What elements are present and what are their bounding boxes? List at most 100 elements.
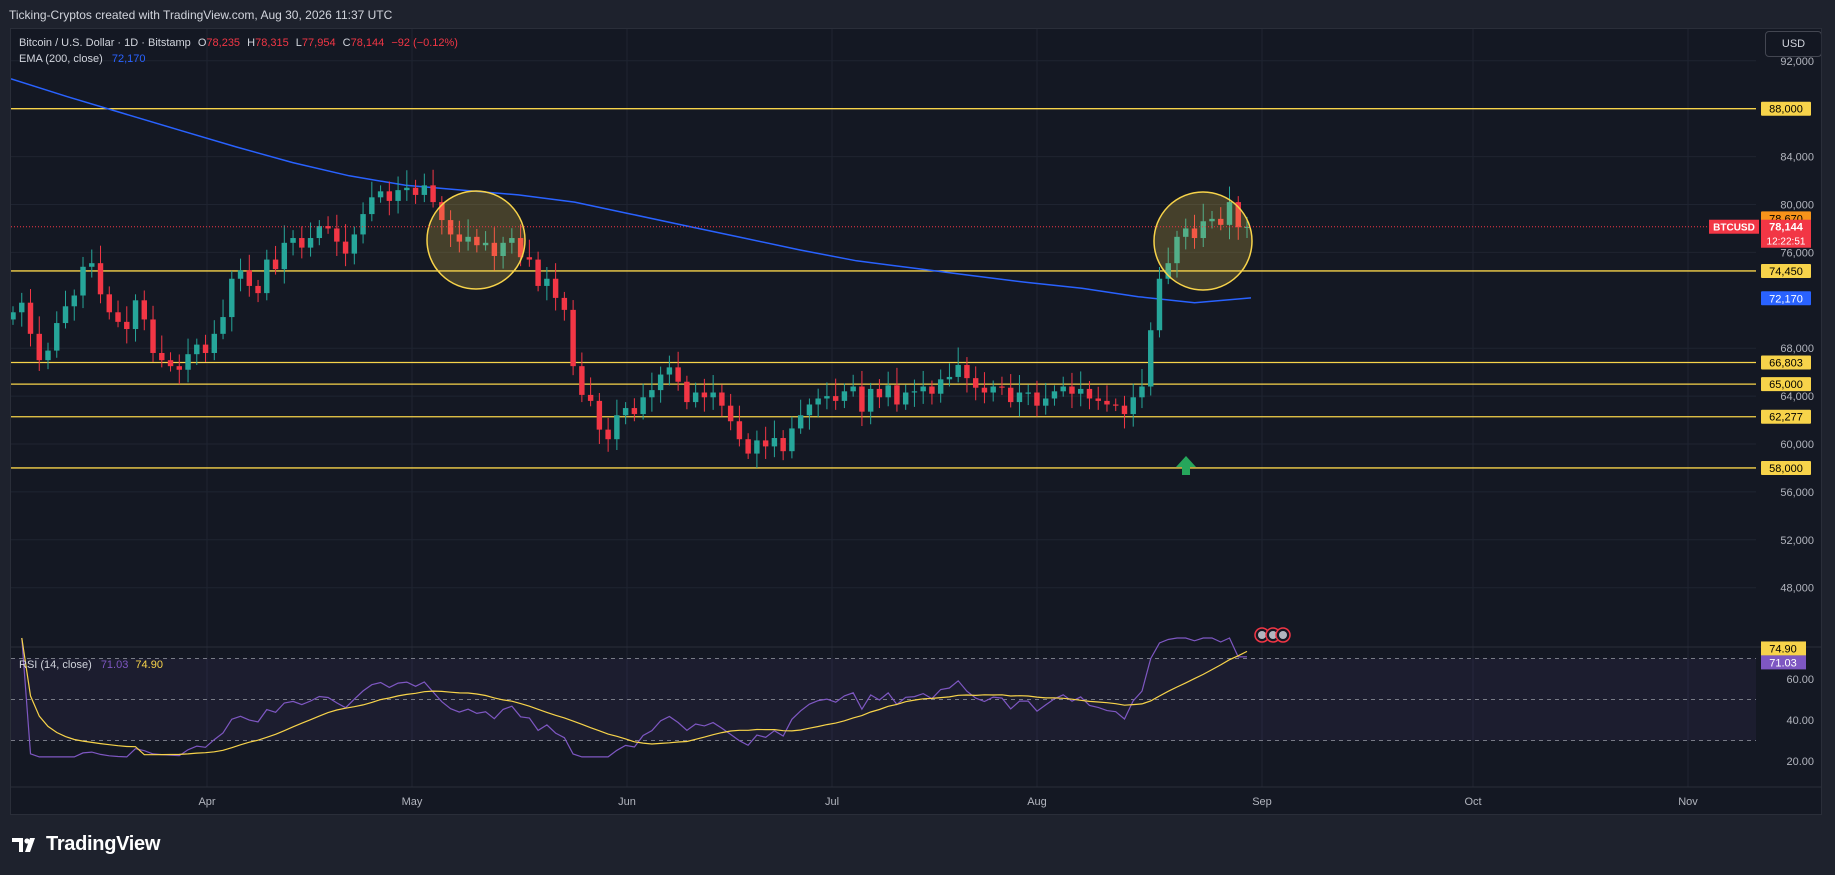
- candle[interactable]: [1174, 236, 1180, 264]
- chart-panel[interactable]: Bitcoin / U.S. Dollar · 1D · Bitstamp O7…: [10, 28, 1822, 815]
- candle[interactable]: [491, 242, 498, 256]
- highlight-circle[interactable]: [1153, 191, 1253, 291]
- candle[interactable]: [972, 378, 979, 388]
- candle[interactable]: [255, 285, 261, 294]
- candle[interactable]: [465, 236, 471, 242]
- candle[interactable]: [1209, 218, 1215, 222]
- candle[interactable]: [675, 367, 681, 382]
- rsi-ma-line[interactable]: [21, 637, 1248, 756]
- candle[interactable]: [850, 386, 856, 392]
- candle[interactable]: [1095, 398, 1101, 401]
- candle[interactable]: [622, 408, 629, 416]
- tradingview-logo[interactable]: TradingView: [12, 833, 160, 856]
- candle[interactable]: [167, 360, 174, 367]
- candle[interactable]: [159, 352, 165, 361]
- candle[interactable]: [754, 440, 760, 454]
- candle[interactable]: [920, 386, 926, 392]
- candle[interactable]: [89, 263, 95, 267]
- candle[interactable]: [596, 400, 603, 430]
- candle[interactable]: [1226, 202, 1233, 225]
- candle[interactable]: [150, 319, 156, 353]
- candle[interactable]: [859, 386, 865, 412]
- candle[interactable]: [929, 386, 935, 394]
- candle[interactable]: [780, 438, 786, 452]
- candle[interactable]: [342, 241, 349, 254]
- candle[interactable]: [1156, 278, 1163, 331]
- candle[interactable]: [290, 238, 296, 243]
- candle[interactable]: [1078, 388, 1084, 394]
- candle[interactable]: [1165, 263, 1171, 279]
- candle[interactable]: [1025, 392, 1031, 394]
- candle[interactable]: [412, 187, 419, 195]
- candle[interactable]: [824, 396, 830, 399]
- candle[interactable]: [1130, 397, 1136, 415]
- candle[interactable]: [552, 278, 559, 298]
- candle[interactable]: [937, 379, 944, 394]
- candle[interactable]: [325, 226, 331, 229]
- candle[interactable]: [911, 391, 918, 393]
- candle[interactable]: [1069, 386, 1075, 394]
- candle[interactable]: [439, 202, 445, 221]
- candle[interactable]: [1042, 398, 1049, 406]
- candle[interactable]: [946, 376, 953, 380]
- candle[interactable]: [579, 366, 585, 395]
- candle[interactable]: [640, 397, 646, 415]
- candle[interactable]: [115, 312, 121, 322]
- candle[interactable]: [421, 185, 428, 195]
- candle[interactable]: [97, 263, 104, 295]
- candle[interactable]: [474, 236, 480, 246]
- candle[interactable]: [867, 388, 874, 412]
- currency-button[interactable]: USD: [1765, 31, 1821, 57]
- rsi-label[interactable]: RSI (14, close): [19, 659, 92, 671]
- candle[interactable]: [1200, 221, 1206, 239]
- candle[interactable]: [377, 191, 384, 198]
- candle[interactable]: [1244, 226, 1250, 228]
- candle[interactable]: [762, 440, 769, 447]
- candle[interactable]: [789, 428, 795, 452]
- candle[interactable]: [1060, 386, 1066, 392]
- candle[interactable]: [386, 191, 393, 201]
- candle[interactable]: [1051, 391, 1058, 399]
- candle[interactable]: [1121, 405, 1128, 415]
- candle[interactable]: [1235, 202, 1241, 228]
- candle[interactable]: [736, 421, 743, 440]
- candle[interactable]: [587, 394, 594, 401]
- candle[interactable]: [1113, 404, 1119, 406]
- candle[interactable]: [430, 185, 436, 203]
- candle[interactable]: [106, 294, 112, 313]
- candle[interactable]: [316, 226, 323, 239]
- candle[interactable]: [141, 300, 147, 320]
- candle[interactable]: [176, 366, 182, 370]
- candle[interactable]: [334, 228, 340, 242]
- candle[interactable]: [727, 405, 734, 422]
- symbol-label[interactable]: Bitcoin / U.S. Dollar · 1D · Bitstamp: [19, 37, 191, 49]
- candle[interactable]: [229, 278, 235, 318]
- candle[interactable]: [299, 238, 305, 248]
- candle[interactable]: [54, 323, 60, 351]
- candle[interactable]: [185, 354, 191, 370]
- candle[interactable]: [1191, 228, 1198, 239]
- rsi-line[interactable]: [21, 637, 1248, 758]
- candle[interactable]: [684, 381, 690, 403]
- candle[interactable]: [19, 302, 25, 313]
- candle[interactable]: [797, 415, 804, 429]
- candle[interactable]: [80, 266, 86, 296]
- candle[interactable]: [1034, 392, 1040, 406]
- candle[interactable]: [570, 309, 576, 367]
- candle[interactable]: [360, 214, 366, 235]
- candle[interactable]: [194, 344, 200, 355]
- candle[interactable]: [220, 317, 226, 334]
- candle[interactable]: [211, 333, 218, 353]
- candle[interactable]: [815, 398, 821, 405]
- candle[interactable]: [264, 259, 270, 294]
- candle[interactable]: [605, 429, 611, 440]
- candle[interactable]: [710, 392, 716, 398]
- candle[interactable]: [999, 386, 1005, 388]
- candle[interactable]: [544, 278, 550, 286]
- candle[interactable]: [369, 197, 375, 215]
- candle[interactable]: [447, 220, 454, 235]
- candle[interactable]: [246, 270, 253, 286]
- candle[interactable]: [36, 333, 42, 361]
- candle[interactable]: [281, 242, 288, 270]
- candle[interactable]: [509, 238, 515, 243]
